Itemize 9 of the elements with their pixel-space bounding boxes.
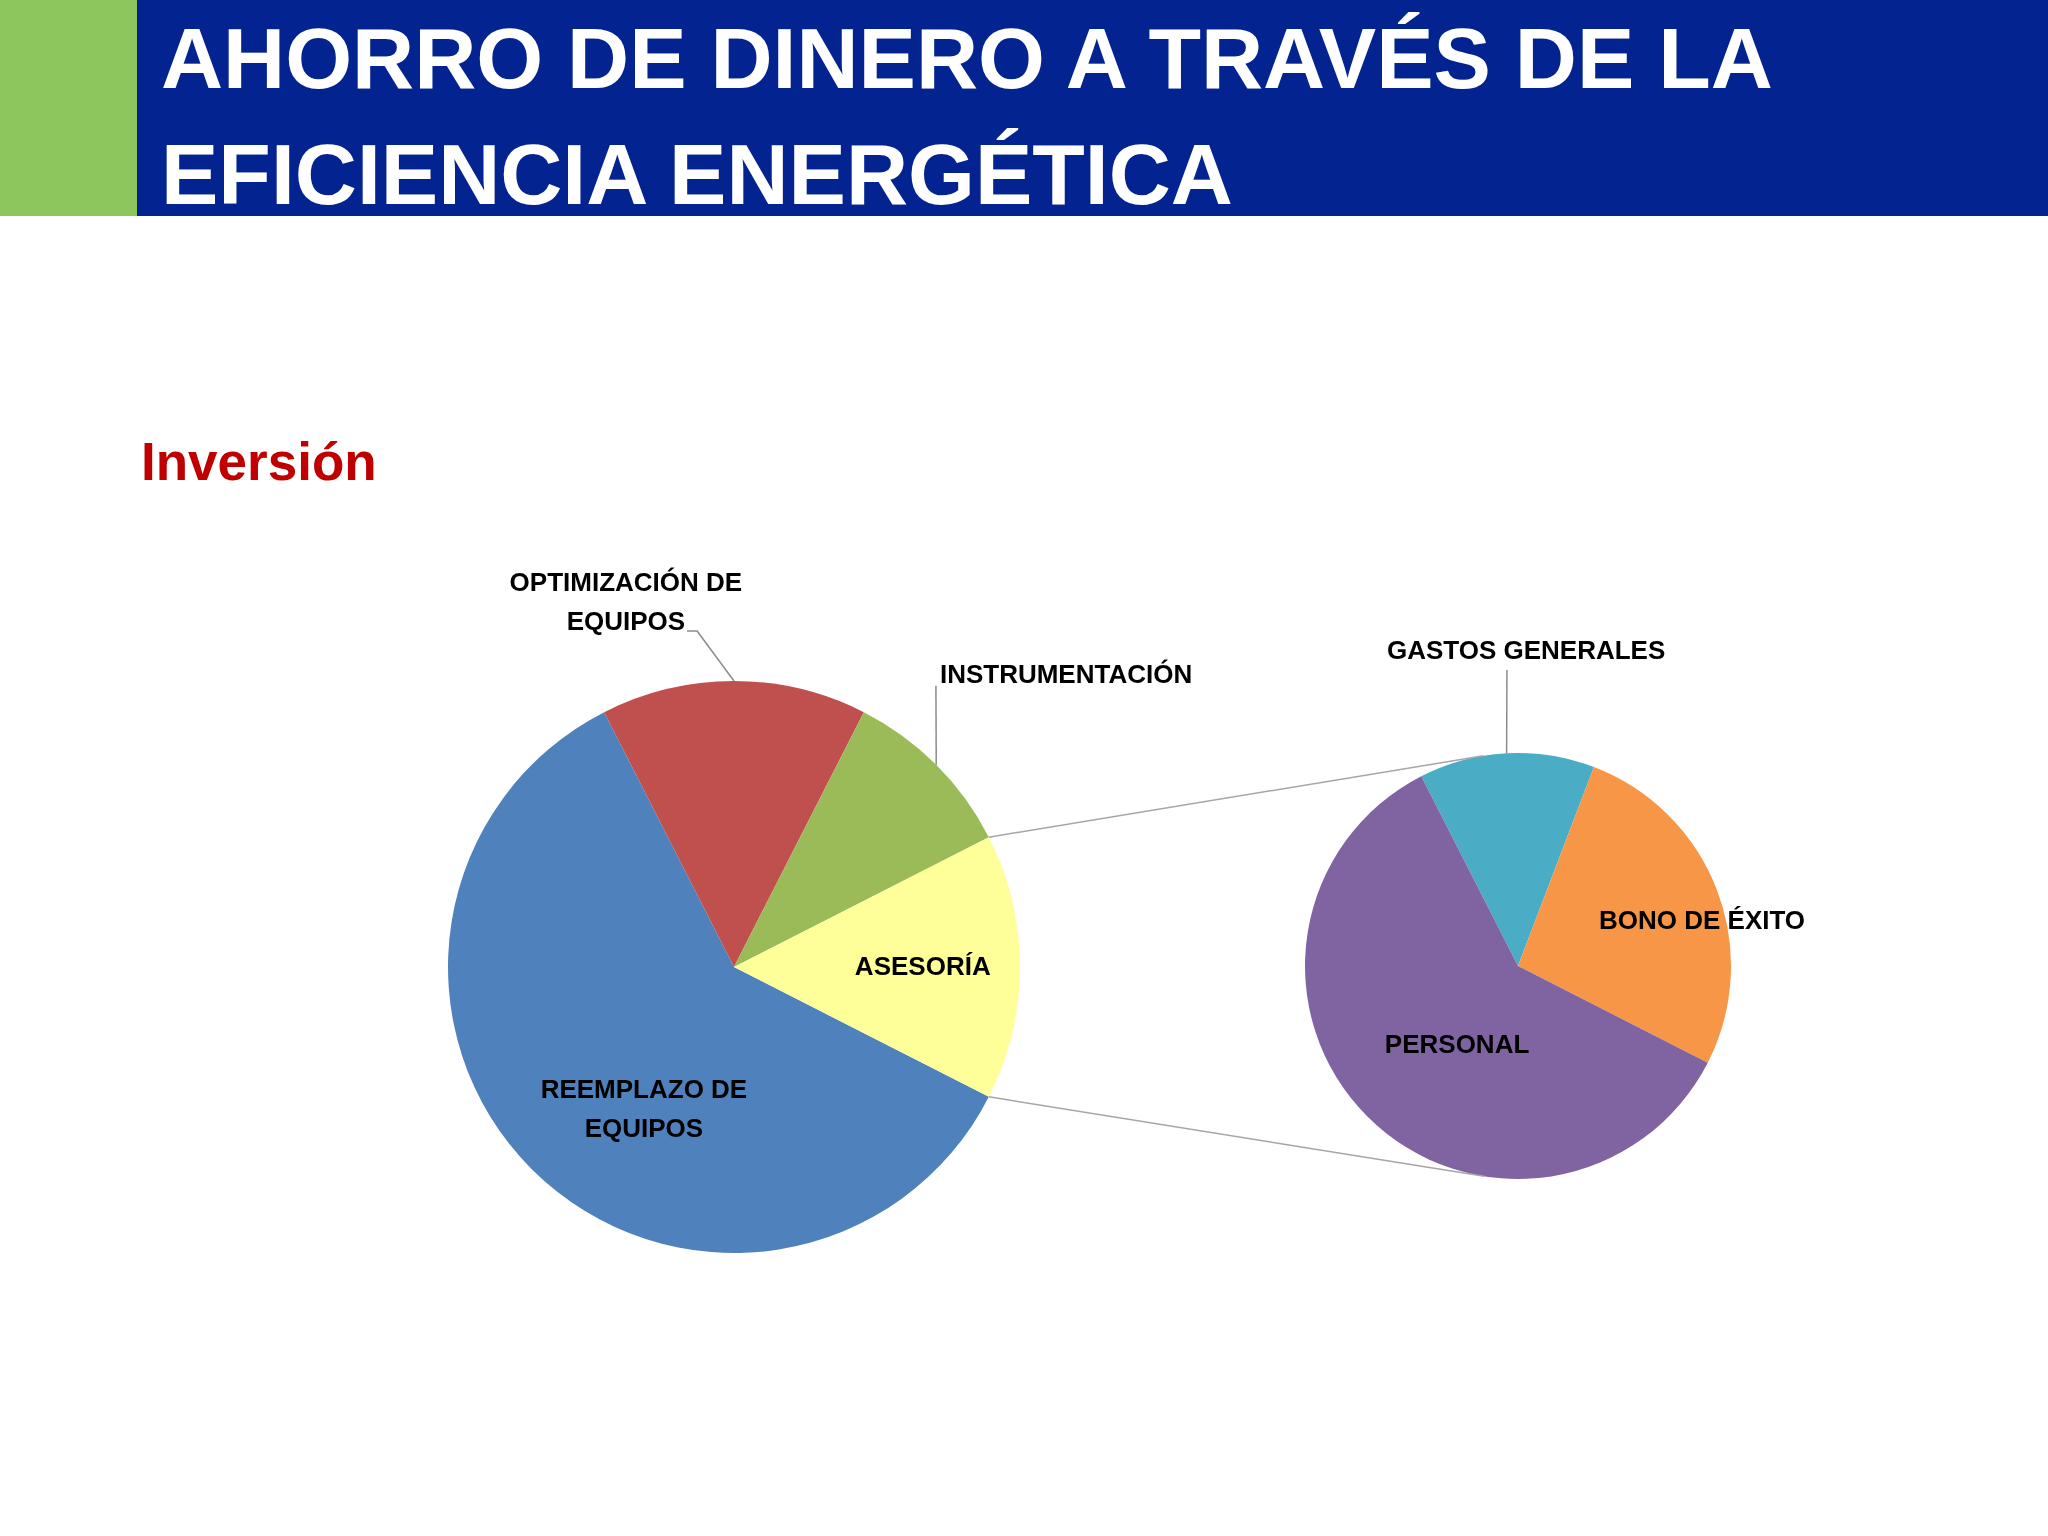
slice-label: GASTOS GENERALES (1386, 635, 1666, 666)
slice-label: INSTRUMENTACIÓN (939, 659, 1193, 690)
chart-subtitle: Inversión (141, 432, 377, 491)
slice-label: REEMPLAZO DE EQUIPOS (540, 1074, 748, 1144)
slice-label: BONO DE ÉXITO (1598, 904, 1806, 935)
slice-label: PERSONAL (1384, 1029, 1530, 1060)
slice-label: OPTIMIZACIÓN DE EQUIPOS (509, 567, 743, 637)
chart-title: AHORRO DE DINERO A TRAVÉS DE LA EFICIENCIA ENERGÉTICA (161, 9, 1772, 224)
slice-label: ASESORÍA (854, 951, 991, 982)
